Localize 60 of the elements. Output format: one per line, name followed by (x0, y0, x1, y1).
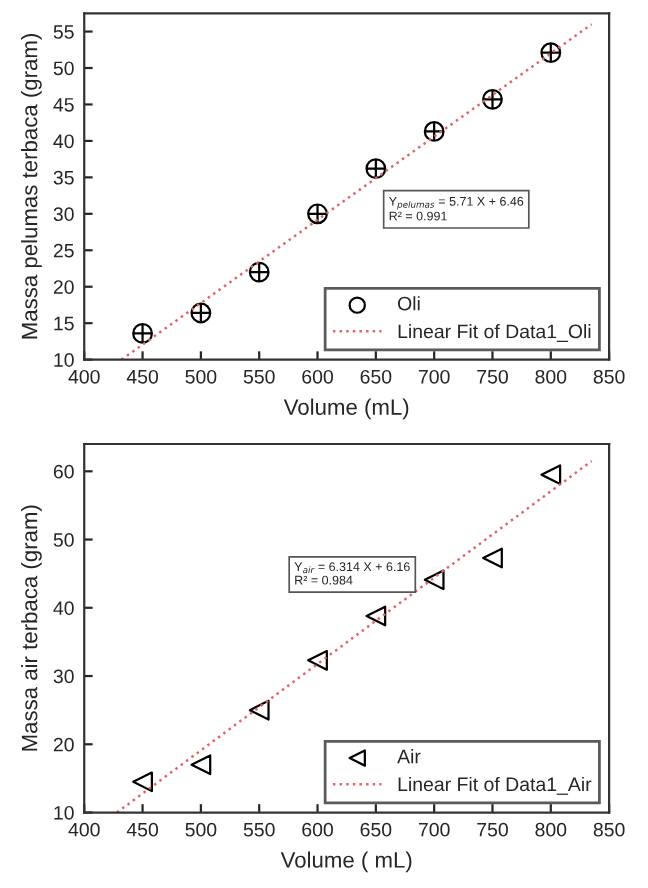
x-tick-label: 450 (126, 369, 159, 384)
point (132, 322, 153, 344)
x-tick-label: 650 (360, 822, 392, 837)
y-tick-label: 35 (53, 170, 74, 185)
x-tick-label: 700 (418, 369, 450, 384)
y-tick-label: 20 (53, 737, 74, 752)
point (248, 261, 270, 283)
x-tick-label: 700 (418, 822, 450, 837)
point (482, 547, 503, 569)
y-tick-label: 40 (53, 134, 74, 149)
point (365, 158, 387, 180)
y-tick-label: 45 (53, 98, 74, 112)
y-tick-label: 50 (53, 533, 74, 547)
point (482, 88, 503, 110)
point (423, 569, 445, 591)
y-tick-label: 20 (53, 280, 74, 294)
y-tick-label: 50 (53, 61, 74, 76)
x-tick-label: 650 (360, 369, 392, 384)
x-tick-label: 800 (535, 369, 567, 384)
x-tick-label: 750 (477, 369, 508, 384)
legend-label: Oli (398, 296, 420, 311)
legend-label: Linear Fit of Data1_Air (398, 776, 592, 795)
x-tick-label: 850 (593, 369, 625, 384)
x-tick-label: 400 (68, 369, 100, 384)
y-axis-title: Massa air terbaca (gram) (21, 505, 42, 751)
point (132, 771, 153, 793)
y-tick-label: 30 (53, 669, 74, 684)
point (540, 464, 562, 486)
point (190, 754, 212, 776)
point (540, 42, 562, 64)
y-tick-label: 60 (53, 464, 74, 479)
x-tick-label: 450 (126, 822, 159, 837)
y-tick-label: 55 (53, 25, 74, 39)
point (423, 121, 445, 142)
legend-label: Air (397, 749, 421, 764)
x-tick-label: 600 (302, 369, 333, 384)
point (307, 649, 328, 671)
y-tick-label: 40 (53, 601, 74, 616)
x-tick-label: 600 (302, 822, 333, 837)
x-tick-label: 500 (185, 369, 217, 384)
x-axis-title: Volume (mL) (283, 398, 409, 420)
y-tick-label: 10 (54, 805, 74, 820)
point (365, 605, 387, 627)
x-tick-label: 550 (243, 369, 275, 384)
x-tick-label: 750 (477, 822, 508, 837)
point (307, 203, 328, 225)
y-tick-label: 30 (53, 207, 74, 222)
y-tick-label: 25 (53, 243, 74, 258)
y-tick-label: 15 (54, 316, 74, 331)
legend-label: Linear Fit of Data1_Oli (398, 324, 591, 342)
x-tick-label: 800 (535, 822, 567, 837)
x-tick-label: 850 (593, 822, 625, 837)
y-tick-label: 10 (54, 353, 74, 367)
point (248, 699, 270, 721)
point (190, 302, 212, 324)
y-axis-title: Massa pelumas terbaca (gram) (21, 34, 42, 339)
x-axis-title: Volume ( mL) (280, 851, 412, 873)
x-tick-label: 550 (243, 822, 275, 837)
x-tick-label: 500 (185, 822, 217, 837)
x-tick-label: 400 (68, 822, 100, 837)
